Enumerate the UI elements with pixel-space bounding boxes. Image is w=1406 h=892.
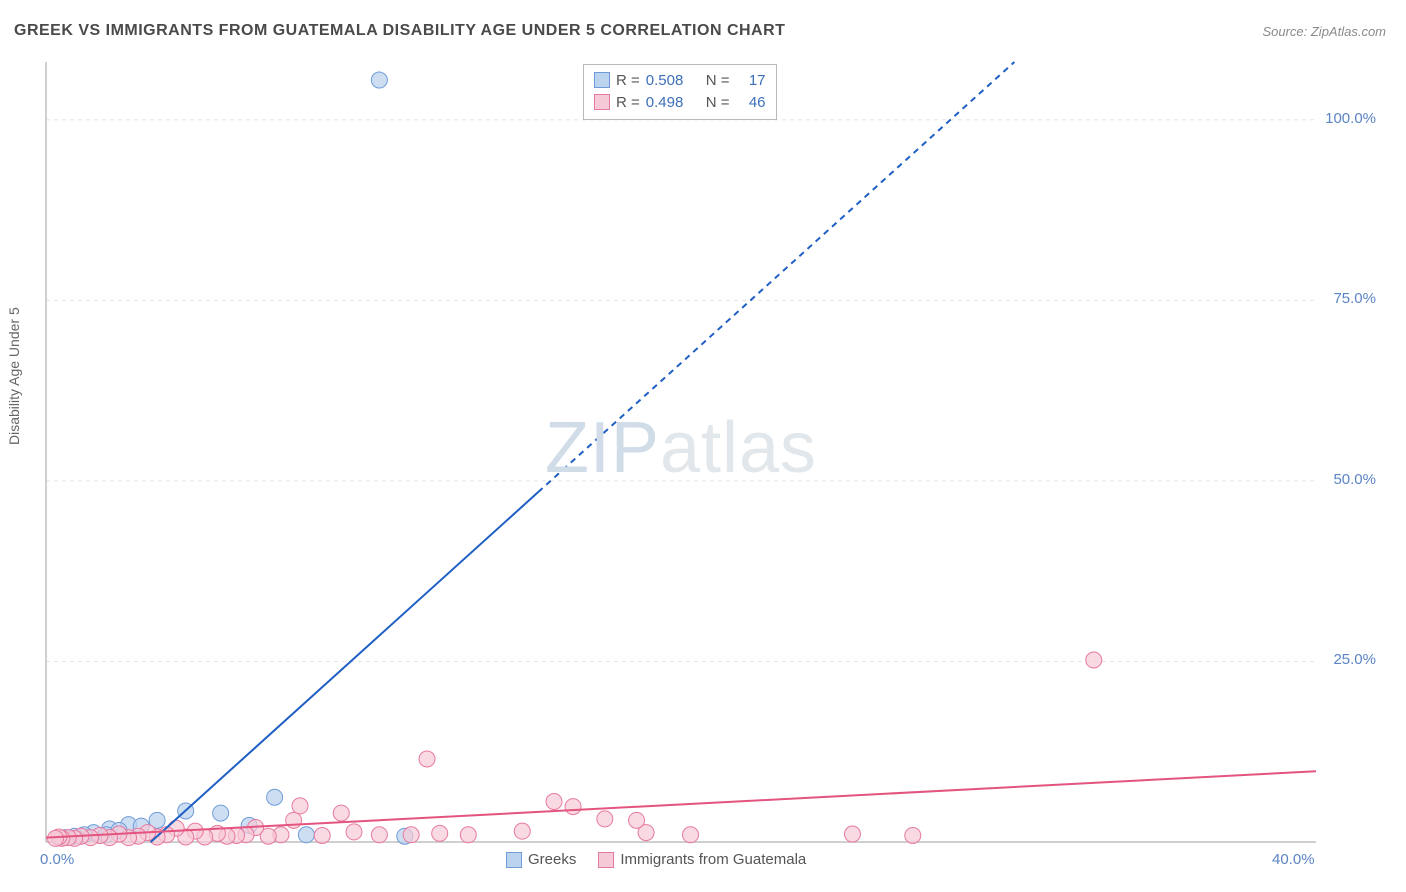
x-tick-label: 0.0% — [40, 851, 74, 868]
n-label: N = — [706, 94, 730, 111]
legend-row: R = 0.498 N = 46 — [594, 91, 766, 113]
n-label: N = — [706, 72, 730, 89]
r-value: 0.508 — [646, 72, 694, 89]
legend-swatch — [594, 72, 610, 88]
plot-area: ZIPatlas R = 0.508 N = 17 R = 0.498 N = … — [46, 62, 1316, 842]
series-name: Greeks — [528, 851, 576, 868]
series-legend: Greeks Immigrants from Guatemala — [506, 851, 806, 868]
chart-container: GREEK VS IMMIGRANTS FROM GUATEMALA DISAB… — [0, 0, 1406, 892]
legend-item: Greeks — [506, 851, 576, 868]
y-tick-label: 50.0% — [1333, 471, 1376, 488]
r-label: R = — [616, 72, 640, 89]
chart-svg — [46, 62, 1316, 842]
legend-item: Immigrants from Guatemala — [598, 851, 806, 868]
correlation-legend: R = 0.508 N = 17 R = 0.498 N = 46 — [583, 64, 777, 120]
legend-swatch — [594, 94, 610, 110]
y-tick-label: 25.0% — [1333, 651, 1376, 668]
n-value: 46 — [736, 94, 766, 111]
chart-title: GREEK VS IMMIGRANTS FROM GUATEMALA DISAB… — [14, 22, 785, 40]
legend-row: R = 0.508 N = 17 — [594, 69, 766, 91]
r-label: R = — [616, 94, 640, 111]
legend-swatch — [506, 852, 522, 868]
x-tick-label: 40.0% — [1272, 851, 1315, 868]
y-axis-label: Disability Age Under 5 — [6, 307, 22, 445]
n-value: 17 — [736, 72, 766, 89]
source-attribution: Source: ZipAtlas.com — [1262, 24, 1386, 39]
series-name: Immigrants from Guatemala — [620, 851, 806, 868]
legend-swatch — [598, 852, 614, 868]
y-tick-label: 100.0% — [1325, 110, 1376, 127]
y-tick-label: 75.0% — [1333, 290, 1376, 307]
r-value: 0.498 — [646, 94, 694, 111]
